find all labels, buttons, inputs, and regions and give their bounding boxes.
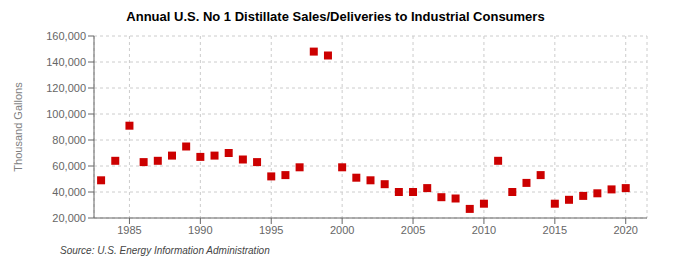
svg-text:1990: 1990 <box>188 224 212 236</box>
svg-text:2015: 2015 <box>543 224 567 236</box>
svg-text:2020: 2020 <box>613 224 637 236</box>
svg-text:1985: 1985 <box>117 224 141 236</box>
svg-text:2005: 2005 <box>401 224 425 236</box>
svg-text:1995: 1995 <box>259 224 283 236</box>
svg-text:2000: 2000 <box>330 224 354 236</box>
svg-text:20,000: 20,000 <box>52 212 86 224</box>
html-text:Source: U.S. Energy Informatio: Source: U.S. Energy Information Administ… <box>60 245 270 256</box>
svg-text:Thousand Gallons: Thousand Gallons <box>12 82 24 172</box>
svg-text:2010: 2010 <box>472 224 496 236</box>
html-text:Annual U.S. No 1 Distillate Sa: Annual U.S. No 1 Distillate Sales/Delive… <box>126 9 545 24</box>
svg-text:160,000: 160,000 <box>46 30 86 42</box>
svg-text:80,000: 80,000 <box>52 134 86 146</box>
svg-text:60,000: 60,000 <box>52 160 86 172</box>
svg-text:140,000: 140,000 <box>46 56 86 68</box>
svg-text:100,000: 100,000 <box>46 108 86 120</box>
svg-text:120,000: 120,000 <box>46 82 86 94</box>
svg-text:40,000: 40,000 <box>52 186 86 198</box>
